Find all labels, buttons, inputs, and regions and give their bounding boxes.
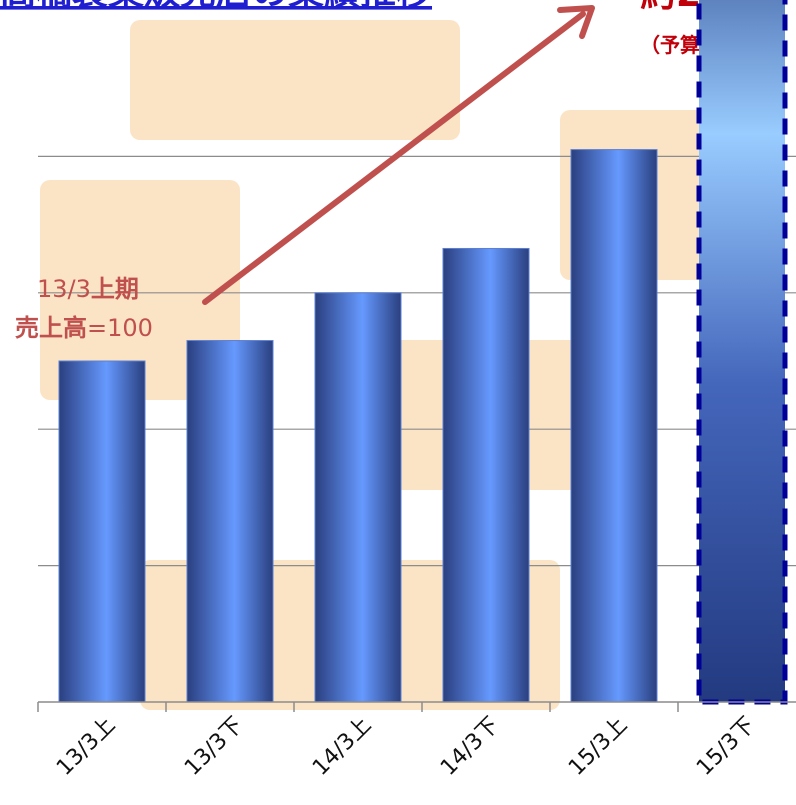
grid-lines (38, 155, 796, 567)
annotation-line2-suffix: =100 (87, 314, 153, 342)
x-tick-label: 14/3下 (436, 713, 504, 781)
x-axis (37, 701, 796, 712)
annotation-line1-suffix: 上期 (91, 275, 139, 303)
annotation-line1: 13/3上期 (37, 275, 139, 303)
bar-budget (696, 0, 788, 705)
bar (314, 292, 402, 703)
bar (58, 360, 146, 703)
bar (186, 340, 274, 703)
x-tick-label: 14/3上 (308, 713, 376, 781)
trend-arrow-head (557, 5, 595, 39)
annotation-line2-prefix: 売上高 (15, 314, 87, 342)
bar (442, 247, 530, 703)
x-tick-label: 13/3下 (180, 713, 248, 781)
annotation-line1-prefix: 13/3 (37, 275, 91, 303)
annotation-line2: 売上高=100 (15, 314, 153, 342)
x-tick-label: 13/3上 (52, 713, 120, 781)
chart-left-title: 高橋製菓販売店の業績推移 (0, 0, 432, 13)
x-tick-label: 15/3下 (692, 713, 760, 781)
trend-arrow-line (202, 11, 586, 305)
watermark-block-top (130, 20, 460, 140)
x-tick-label: 15/3上 (564, 713, 632, 781)
bars (58, 0, 788, 705)
x-tick-labels: 13/3上 13/3下 14/3上 14/3下 15/3上 15/3下 (52, 713, 760, 781)
bar (570, 149, 658, 703)
